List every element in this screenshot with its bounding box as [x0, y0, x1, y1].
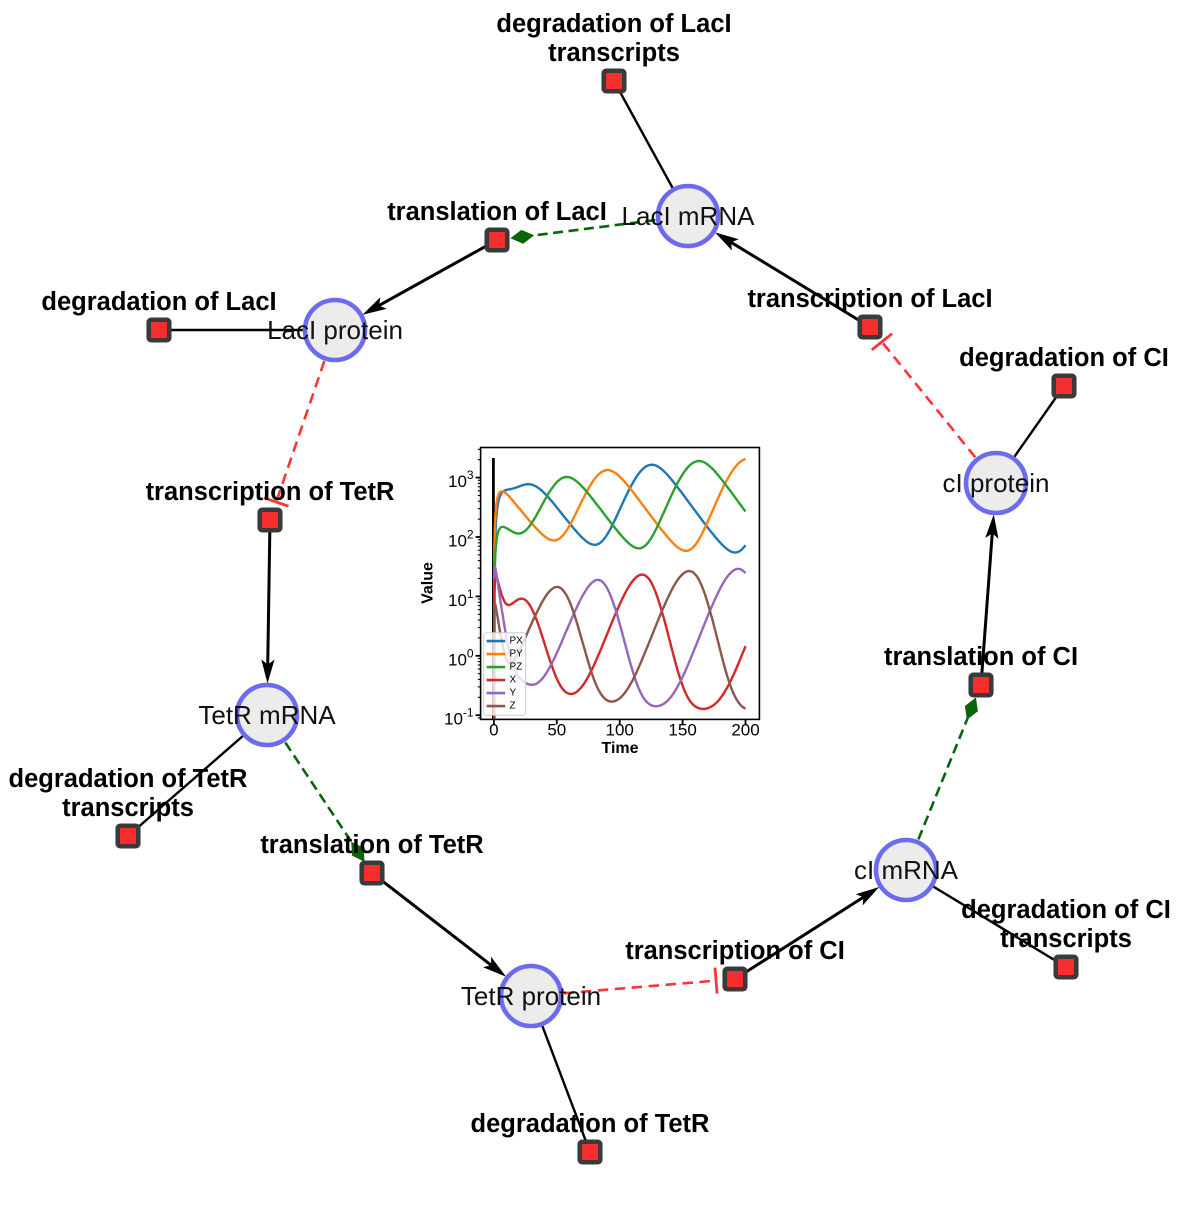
svg-text:100: 100 [606, 720, 634, 739]
svg-text:Y: Y [510, 688, 517, 699]
svg-text:degradation of LacI: degradation of LacI [41, 288, 276, 316]
svg-text:Time: Time [601, 740, 638, 757]
svg-text:Value: Value [420, 562, 437, 604]
svg-text:0: 0 [489, 720, 498, 739]
svg-text:cI protein: cI protein [943, 468, 1050, 498]
svg-text:cI mRNA: cI mRNA [854, 855, 959, 885]
svg-text:translation of TetR: translation of TetR [260, 831, 483, 859]
svg-text:transcription of TetR: transcription of TetR [146, 478, 395, 506]
svg-text:PY: PY [510, 649, 524, 660]
svg-text:degradation of LacI: degradation of LacI [496, 10, 731, 38]
svg-text:degradation of CI: degradation of CI [959, 344, 1169, 372]
svg-text:degradation of TetR: degradation of TetR [9, 765, 248, 793]
svg-text:transcripts: transcripts [1000, 925, 1132, 953]
svg-text:X: X [510, 675, 517, 686]
svg-text:LacI mRNA: LacI mRNA [622, 201, 756, 231]
svg-text:PZ: PZ [510, 662, 523, 673]
svg-text:Z: Z [510, 701, 516, 712]
svg-text:degradation of TetR: degradation of TetR [471, 1110, 710, 1138]
svg-text:transcripts: transcripts [548, 39, 680, 67]
svg-text:transcription of CI: transcription of CI [625, 937, 845, 965]
svg-text:200: 200 [731, 720, 759, 739]
svg-text:LacI protein: LacI protein [267, 315, 403, 345]
svg-text:TetR protein: TetR protein [461, 981, 601, 1011]
svg-text:transcription of LacI: transcription of LacI [747, 285, 992, 313]
svg-text:TetR mRNA: TetR mRNA [198, 700, 336, 730]
svg-text:transcripts: transcripts [62, 794, 194, 822]
svg-text:50: 50 [547, 720, 566, 739]
svg-text:150: 150 [668, 720, 696, 739]
svg-text:translation of LacI: translation of LacI [387, 198, 607, 226]
svg-text:translation of CI: translation of CI [884, 643, 1078, 671]
svg-text:PX: PX [510, 636, 524, 647]
svg-text:degradation of CI: degradation of CI [961, 896, 1171, 924]
